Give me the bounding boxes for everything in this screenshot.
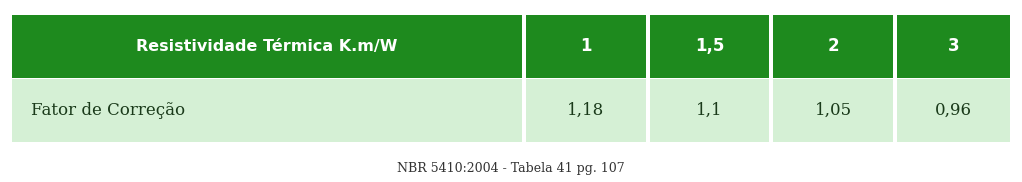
Text: 2: 2 [828, 37, 839, 55]
Text: 1: 1 [580, 37, 592, 55]
Text: 3: 3 [947, 37, 960, 55]
Text: Resistividade Térmica K.m/W: Resistividade Térmica K.m/W [136, 39, 398, 54]
Bar [897, 79, 1010, 142]
Text: 0,96: 0,96 [935, 102, 972, 119]
Bar [526, 79, 646, 142]
Bar [774, 79, 893, 142]
Text: 1,1: 1,1 [696, 102, 723, 119]
Text: 1,18: 1,18 [567, 102, 604, 119]
Bar [650, 15, 770, 78]
Bar [526, 15, 646, 78]
Bar [897, 15, 1010, 78]
Text: 1,05: 1,05 [815, 102, 851, 119]
Text: 1,5: 1,5 [695, 37, 725, 55]
Text: Fator de Correção: Fator de Correção [31, 102, 185, 119]
Bar [774, 15, 893, 78]
Bar [650, 79, 770, 142]
Text: NBR 5410:2004 - Tabela 41 pg. 107: NBR 5410:2004 - Tabela 41 pg. 107 [398, 162, 624, 175]
Bar [12, 79, 522, 142]
Bar [12, 15, 522, 78]
